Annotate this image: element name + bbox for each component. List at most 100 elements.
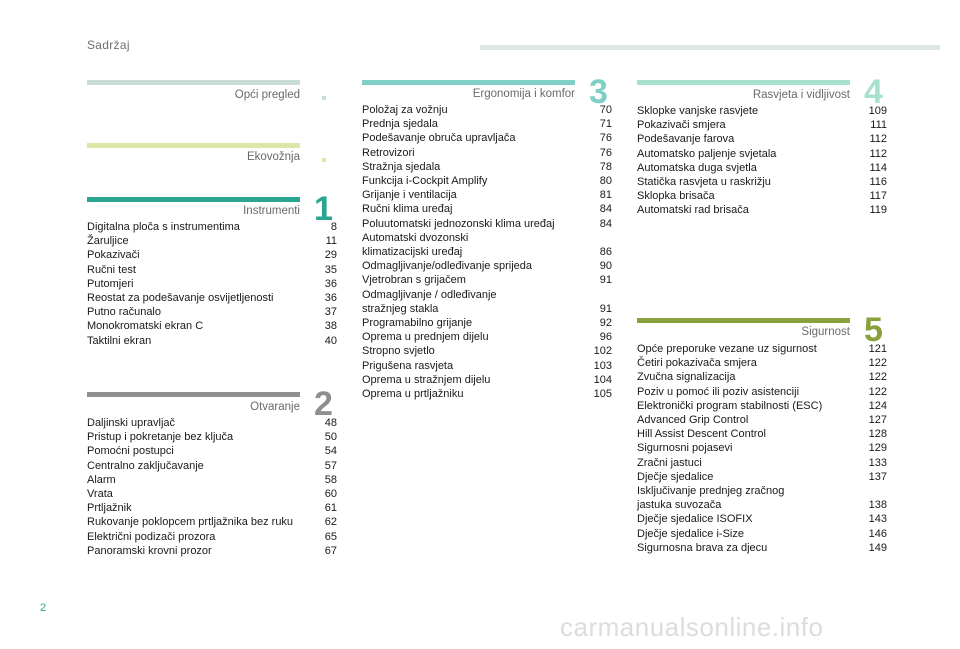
- toc-entry-page: 65: [324, 530, 337, 543]
- toc-entry[interactable]: Pomoćni postupci 54: [87, 444, 337, 458]
- toc-entry-page: 11: [325, 235, 337, 248]
- toc-entry-page: 84: [599, 203, 612, 216]
- toc-entry[interactable]: Monokromatski ekran C 38: [87, 319, 337, 333]
- toc-entry-page: 109: [868, 105, 887, 117]
- toc-entry[interactable]: Opće preporuke vezane uz sigurnost 121: [637, 342, 887, 356]
- toc-entry[interactable]: Sigurnosni pojasevi 129: [637, 441, 887, 455]
- toc-entry[interactable]: Automatski dvozonski klimatizacijski ure…: [362, 231, 612, 259]
- toc-entry[interactable]: Dječje sjedalice i-Size 146: [637, 527, 887, 541]
- toc-entry[interactable]: Taktilni ekran 40: [87, 334, 337, 348]
- toc-entry-title: Podešavanje obruča upravljača: [362, 132, 516, 145]
- toc-entry-page: 29: [324, 249, 337, 262]
- section-title-2[interactable]: Otvaranje: [250, 401, 300, 413]
- toc-entry[interactable]: Ručni klima uređaj 84: [362, 202, 612, 216]
- toc-entry-page: 96: [599, 331, 612, 344]
- toc-entry-page: 102: [593, 345, 612, 358]
- toc-entry-title: Podešavanje farova: [637, 133, 735, 146]
- toc-entry[interactable]: Digitalna ploča s instrumentima 8: [87, 220, 337, 234]
- toc-entry[interactable]: Stražnja sjedala 78: [362, 160, 612, 174]
- toc-entry[interactable]: Električni podizači prozora 65: [87, 530, 337, 544]
- section-title-1[interactable]: Instrumenti: [243, 205, 300, 217]
- toc-entry-title: Automatski dvozonski klimatizacijski ure…: [362, 231, 469, 259]
- toc-entry[interactable]: Odmagljivanje / odleđivanje stražnjeg st…: [362, 288, 612, 316]
- toc-entry-title: Reostat za podešavanje osvijetljenosti: [87, 292, 274, 305]
- toc-entry[interactable]: Stropno svjetlo 102: [362, 344, 612, 358]
- toc-entry-page: 76: [599, 146, 612, 159]
- toc-entry[interactable]: Grijanje i ventilacija 81: [362, 188, 612, 202]
- section-title-overview[interactable]: Opći pregled: [234, 89, 300, 101]
- toc-entry[interactable]: Pristup i pokretanje bez ključa 50: [87, 430, 337, 444]
- toc-entry[interactable]: Centralno zaključavanje 57: [87, 459, 337, 473]
- toc-entry-page: 143: [868, 513, 887, 526]
- toc-entry[interactable]: Funkcija i-Cockpit Amplify 80: [362, 174, 612, 188]
- toc-entry[interactable]: Retrovizori 76: [362, 146, 612, 160]
- section-title-eco[interactable]: Ekovožnja: [246, 151, 300, 163]
- toc-entry[interactable]: Programabilno grijanje 92: [362, 316, 612, 330]
- toc-entry-page: 133: [868, 456, 887, 469]
- section-title-4[interactable]: Rasvjeta i vidljivost: [752, 89, 850, 101]
- toc-entry[interactable]: Zračni jastuci 133: [637, 456, 887, 470]
- toc-entry[interactable]: Oprema u prednjem dijelu 96: [362, 330, 612, 344]
- toc-entry[interactable]: Elektronički program stabilnosti (ESC) 12…: [637, 399, 887, 413]
- toc-entry[interactable]: Automatski rad brisača 119: [637, 203, 887, 217]
- toc-entry[interactable]: Podešavanje farova 112: [637, 132, 887, 146]
- section-number-4: 4: [864, 73, 883, 111]
- toc-entry[interactable]: Putno računalo 37: [87, 305, 337, 319]
- toc-entry[interactable]: Hill Assist Descent Control 128: [637, 427, 887, 441]
- toc-entry-page: 70: [599, 104, 612, 116]
- toc-entry[interactable]: Pokazivači smjera 111: [637, 118, 887, 132]
- toc-entry[interactable]: Pokazivači 29: [87, 248, 337, 262]
- toc-entry[interactable]: Putomjeri 36: [87, 277, 337, 291]
- toc-list-1: Digitalna ploča s instrumentima 8 Žaruljic…: [87, 220, 337, 348]
- toc-entry[interactable]: Zvučna signalizacija 122: [637, 370, 887, 384]
- toc-entry[interactable]: Automatsko paljenje svjetala 112: [637, 147, 887, 161]
- toc-entry[interactable]: Dječje sjedalice ISOFIX 143: [637, 512, 887, 526]
- toc-entry[interactable]: Poziv u pomoć ili poziv asistenciji 122: [637, 385, 887, 399]
- toc-entry[interactable]: Žaruljice 11: [87, 234, 337, 248]
- toc-entry[interactable]: Podešavanje obruča upravljača 76: [362, 131, 612, 145]
- toc-entry[interactable]: Reostat za podešavanje osvijetljenosti 36: [87, 291, 337, 305]
- toc-entry[interactable]: Automatska duga svjetla 114: [637, 161, 887, 175]
- toc-entry[interactable]: Dječje sjedalice 137: [637, 470, 887, 484]
- section-title-3[interactable]: Ergonomija i komfor: [472, 88, 575, 100]
- toc-entry[interactable]: Oprema u stražnjem dijelu 104: [362, 373, 612, 387]
- toc-entry[interactable]: Oprema u prtljažniku 105: [362, 387, 612, 401]
- toc-entry[interactable]: Statička rasvjeta u raskrižju 116: [637, 175, 887, 189]
- toc-entry-page: 8: [330, 221, 337, 233]
- toc-entry[interactable]: Sigurnosna brava za djecu 149: [637, 541, 887, 555]
- toc-entry-title: Sklopka brisača: [637, 190, 715, 203]
- toc-entry[interactable]: Rukovanje poklopcem prtljažnika bez ruku…: [87, 515, 337, 529]
- toc-entry[interactable]: Položaj za vožnju 70: [362, 103, 612, 117]
- toc-entry[interactable]: Sklopke vanjske rasvjete 109: [637, 104, 887, 118]
- toc-entry-title: Putno računalo: [87, 306, 161, 319]
- toc-entry[interactable]: Advanced Grip Control 127: [637, 413, 887, 427]
- toc-entry[interactable]: Četiri pokazivača smjera 122: [637, 356, 887, 370]
- toc-entry[interactable]: Poluutomatski jednozonski klima uređaj 84: [362, 217, 612, 231]
- toc-entry-title: Retrovizori: [362, 146, 415, 159]
- section-number-5: 5: [864, 311, 883, 349]
- toc-entry[interactable]: Ručni test 35: [87, 263, 337, 277]
- toc-entry[interactable]: Vjetrobran s grijačem 91: [362, 273, 612, 287]
- toc-entry[interactable]: Panoramski krovni prozor 67: [87, 544, 337, 558]
- toc-entry-page: 90: [599, 260, 612, 273]
- toc-entry-title: Stražnja sjedala: [362, 160, 441, 173]
- toc-entry[interactable]: Isključivanje prednjeg zračnog jastuka s…: [637, 484, 887, 512]
- toc-entry-page: 127: [868, 414, 887, 427]
- toc-entry[interactable]: Prtljažnik 61: [87, 501, 337, 515]
- toc-entry-title: Funkcija i-Cockpit Amplify: [362, 175, 488, 188]
- section-title-5[interactable]: Sigurnost: [801, 326, 850, 338]
- toc-entry[interactable]: Alarm 58: [87, 473, 337, 487]
- toc-entry[interactable]: Vrata 60: [87, 487, 337, 501]
- toc-entry-title: Automatsko paljenje svjetala: [637, 147, 777, 160]
- toc-entry-title: Prigušena rasvjeta: [362, 359, 454, 372]
- toc-entry-page: 57: [324, 459, 337, 472]
- toc-entry[interactable]: Daljinski upravljač 48: [87, 416, 337, 430]
- toc-entry-title: Advanced Grip Control: [637, 414, 749, 427]
- toc-entry-page: 71: [599, 118, 612, 131]
- toc-entry[interactable]: Odmagljivanje/odleđivanje sprijeda 90: [362, 259, 612, 273]
- toc-entry[interactable]: Prednja sjedala 71: [362, 117, 612, 131]
- toc-entry[interactable]: Prigušena rasvjeta 103: [362, 359, 612, 373]
- toc-entry[interactable]: Sklopka brisača 117: [637, 189, 887, 203]
- section-marker-eco: [322, 158, 326, 162]
- toc-entry-page: 103: [593, 359, 612, 372]
